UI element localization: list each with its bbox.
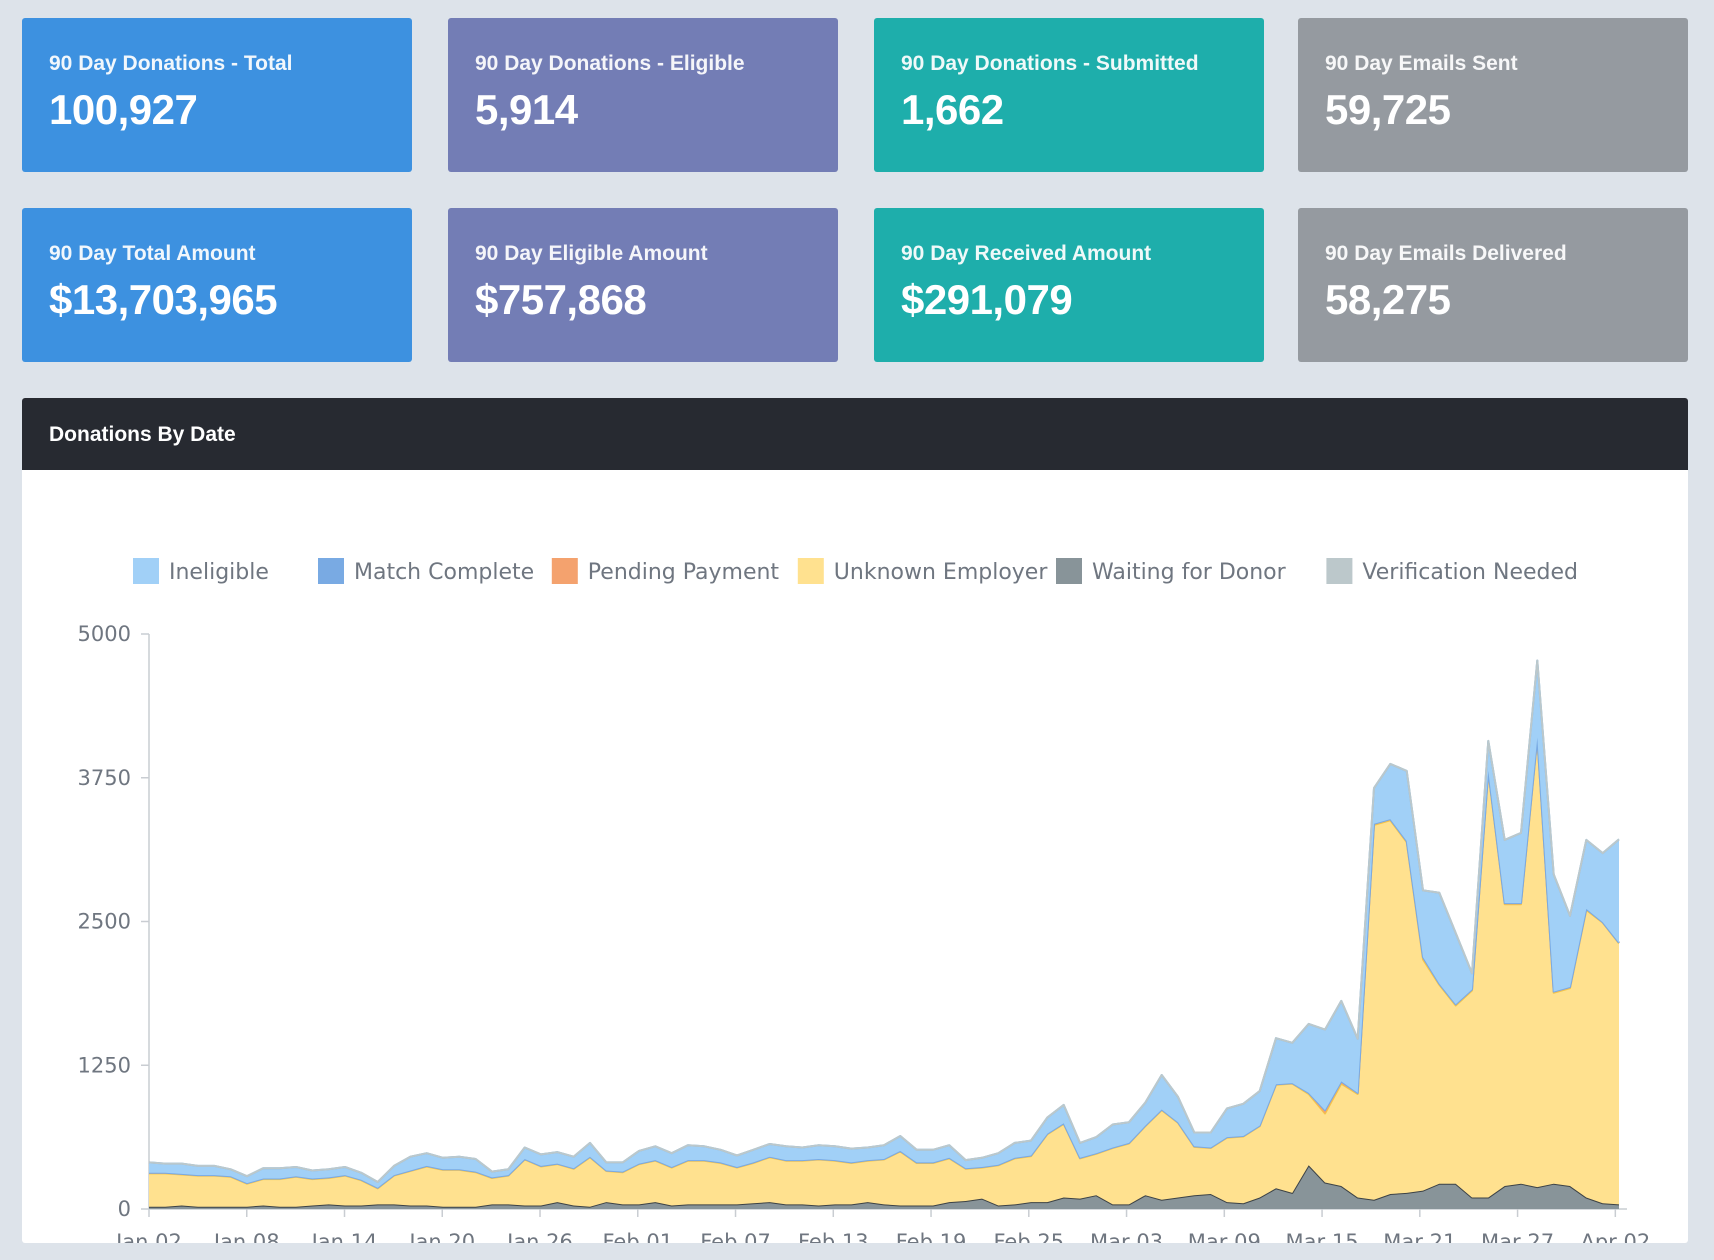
legend-swatch [1056, 558, 1082, 584]
area-waiting-for-donor [149, 1165, 1619, 1209]
stat-card-label: 90 Day Donations - Submitted [901, 52, 1199, 75]
y-tick-label: 1250 [78, 1053, 131, 1077]
line-verification-needed [148, 659, 1620, 1183]
legend-label: Unknown Employer [834, 560, 1049, 585]
legend-item-match-complete[interactable]: Match Complete [318, 558, 534, 585]
x-tick-label: Apr 02 [1580, 1230, 1650, 1243]
x-tick-label: Feb 25 [994, 1230, 1065, 1243]
stat-card-emails-sent: 90 Day Emails Sent 59,725 [1298, 18, 1688, 172]
stat-card-label: 90 Day Total Amount [49, 242, 256, 265]
stat-card-label: 90 Day Emails Sent [1325, 52, 1518, 75]
stat-card-emails-delivered: 90 Day Emails Delivered 58,275 [1298, 208, 1688, 362]
x-tick-label: Jan 02 [114, 1230, 182, 1243]
y-tick-label: 3750 [78, 766, 131, 790]
stat-card-value: $291,079 [901, 276, 1073, 323]
stat-card-value: $13,703,965 [49, 276, 278, 323]
legend-item-unknown-employer[interactable]: Unknown Employer [797, 558, 1049, 585]
donations-area-chart: Ineligible Match Complete Pending Payment U… [78, 558, 1650, 1243]
x-tick-label: Mar 15 [1286, 1230, 1359, 1243]
legend-label: Waiting for Donor [1092, 560, 1287, 585]
stat-card-value: 5,914 [475, 86, 578, 133]
legend-swatch [797, 558, 824, 584]
x-tick-label: Feb 13 [798, 1230, 869, 1243]
stat-card-label: 90 Day Received Amount [901, 242, 1152, 265]
stat-card-donations-submitted: 90 Day Donations - Submitted 1,662 [874, 18, 1264, 172]
legend-label: Match Complete [354, 560, 534, 585]
x-tick-label: Jan 20 [407, 1230, 475, 1243]
stat-card-value: $757,868 [475, 276, 647, 323]
x-tick-label: Feb 01 [602, 1230, 673, 1243]
x-tick-label: Feb 07 [700, 1230, 771, 1243]
legend-item-ineligible[interactable]: Ineligible [133, 558, 269, 585]
x-tick-label: Jan 14 [310, 1230, 378, 1243]
x-tick-label: Jan 08 [212, 1230, 280, 1243]
stat-card-value: 100,927 [49, 86, 198, 133]
stat-card-value: 1,662 [901, 86, 1004, 133]
legend-item-pending-payment[interactable]: Pending Payment [551, 558, 780, 585]
stat-card-eligible-amount: 90 Day Eligible Amount $757,868 [448, 208, 838, 362]
stat-card-donations-eligible: 90 Day Donations - Eligible 5,914 [448, 18, 838, 172]
legend-item-verification-needed[interactable]: Verification Needed [1326, 558, 1578, 585]
stat-card-label: 90 Day Emails Delivered [1325, 242, 1567, 265]
donations-by-date-panel: Donations By Date Ineligible Match Comple… [22, 398, 1688, 1243]
legend-label: Pending Payment [588, 560, 780, 585]
legend-item-waiting-for-donor[interactable]: Waiting for Donor [1056, 558, 1287, 585]
stat-card-label: 90 Day Eligible Amount [475, 242, 708, 265]
x-tick-label: Mar 09 [1188, 1230, 1261, 1243]
stat-card-value: 59,725 [1325, 86, 1451, 133]
x-tick-label: Mar 21 [1383, 1230, 1456, 1243]
stat-card-total-amount: 90 Day Total Amount $13,703,965 [22, 208, 412, 362]
legend-swatch [551, 558, 578, 584]
legend-label: Ineligible [169, 560, 269, 585]
stat-card-label: 90 Day Donations - Total [49, 52, 293, 75]
y-tick-label: 0 [118, 1197, 131, 1221]
x-tick-label: Jan 26 [505, 1230, 573, 1243]
x-tick-label: Feb 19 [896, 1230, 967, 1243]
y-tick-label: 5000 [78, 622, 131, 646]
panel-title: Donations By Date [22, 398, 1688, 470]
stat-card-donations-total: 90 Day Donations - Total 100,927 [22, 18, 412, 172]
stat-card-value: 58,275 [1325, 276, 1451, 323]
stat-card-label: 90 Day Donations - Eligible [475, 52, 745, 75]
area-unknown-employer [149, 738, 1619, 1207]
x-tick-label: Mar 03 [1090, 1230, 1163, 1243]
y-tick-label: 2500 [78, 910, 131, 934]
legend-swatch [1326, 558, 1353, 584]
legend-swatch [318, 558, 344, 584]
legend-label: Verification Needed [1362, 560, 1578, 585]
legend-swatch [133, 558, 159, 584]
stat-card-received-amount: 90 Day Received Amount $291,079 [874, 208, 1264, 362]
x-tick-label: Mar 27 [1481, 1230, 1554, 1243]
